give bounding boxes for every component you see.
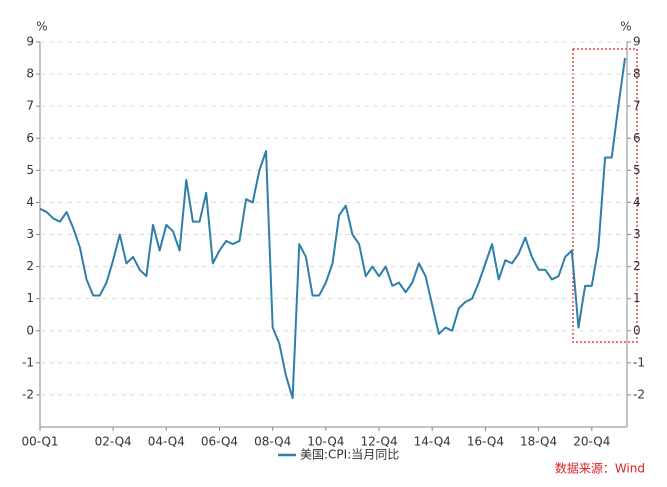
y2-tick-label: 5	[633, 163, 641, 177]
y-tick-label: 6	[26, 131, 34, 145]
y-tick-label: 9	[26, 35, 34, 49]
y2-tick-label: 6	[633, 131, 641, 145]
x-tick-label: 16-Q4	[467, 435, 504, 449]
x-tick-label: 12-Q4	[360, 435, 397, 449]
x-tick-label: 04-Q4	[148, 435, 185, 449]
y2-tick-label: 7	[633, 99, 641, 113]
y2-tick-label: 1	[633, 291, 641, 305]
y2-tick-label: 9	[633, 35, 641, 49]
y-tick-label: 8	[26, 67, 34, 81]
x-tick-label: 18-Q4	[520, 435, 557, 449]
y2-tick-label: -2	[633, 387, 645, 401]
x-tick-label: 00-Q1	[21, 435, 58, 449]
x-tick-label: 02-Q4	[95, 435, 132, 449]
data-line	[39, 57, 626, 400]
y2-tick-label: -1	[633, 355, 645, 369]
y-tick-label: 2	[26, 259, 34, 273]
y2-tick-label: 8	[633, 67, 641, 81]
y-tick-label: 1	[26, 291, 34, 305]
y-tick-label: 0	[26, 323, 34, 337]
x-tick-label: 20-Q4	[573, 435, 610, 449]
highlight-box	[572, 48, 638, 343]
source: 数据来源：Wind	[555, 461, 645, 476]
y2-unit: %	[620, 20, 631, 34]
y-tick-label: 5	[26, 163, 34, 177]
y2-tick-label: 4	[633, 195, 641, 209]
x-tick-label: 06-Q4	[201, 435, 238, 449]
x-tick-label: 14-Q4	[414, 435, 451, 449]
legend-label: 美国:CPI:当月同比	[300, 448, 399, 462]
y2-tick-label: 3	[633, 227, 641, 241]
y-tick-label: 4	[26, 195, 34, 209]
y-unit: %	[36, 20, 47, 34]
y-tick-label: -1	[22, 355, 34, 369]
x-tick-label: 10-Q4	[307, 435, 344, 449]
y2-tick-label: 2	[633, 259, 641, 273]
y2-tick-label: 0	[633, 323, 641, 337]
y-tick-label: 3	[26, 227, 34, 241]
x-tick-label: 08-Q4	[254, 435, 291, 449]
y-tick-label: -2	[22, 387, 34, 401]
y-tick-label: 7	[26, 99, 34, 113]
